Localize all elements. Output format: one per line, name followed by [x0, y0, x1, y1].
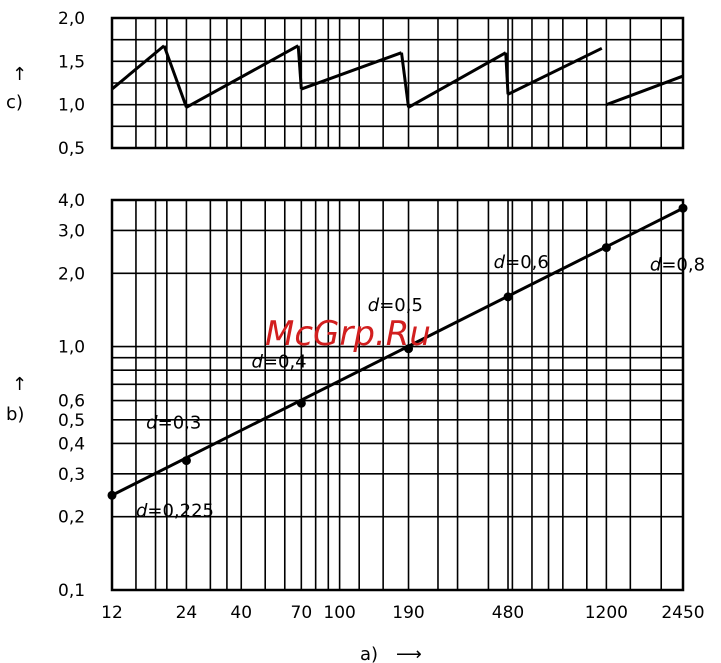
panel-b-data-point: [107, 490, 117, 500]
panel-c-series-segment: [111, 44, 166, 91]
panel-b-data-point: [601, 243, 611, 253]
panel-label-c: c): [6, 92, 23, 113]
panel-b-xtick-label: 12: [101, 603, 123, 623]
panel-b-annotation: d=0,8: [650, 255, 705, 276]
panel-arrow-c: ↑: [12, 64, 27, 85]
panel-b-annotation: d=0,225: [136, 501, 214, 522]
panel-b-data-point: [404, 344, 414, 354]
panel-b-ytick-label: 0,6: [58, 392, 85, 412]
panel-b-xtick-label: 480: [492, 603, 524, 623]
chart-panel-c: 2,0 1,5 1,0 0,5: [58, 9, 685, 159]
panel-b-xtick-label: 1200: [585, 603, 628, 623]
panel-b-data-point: [678, 203, 688, 213]
panel-c-ytick-label: 1,0: [58, 96, 85, 116]
panel-b-ytick-label: 2,0: [58, 264, 85, 284]
panel-c-series-jump: [504, 52, 510, 95]
panel-b-ytick-label: 0,5: [58, 411, 85, 431]
panel-b-data-point: [296, 398, 306, 408]
x-axis-arrow: ⟶: [396, 644, 422, 663]
panel-b-annotation: d=0,3: [146, 413, 201, 434]
panel-b-ytick-label: 3,0: [58, 221, 85, 241]
panel-c-ytick-label: 2,0: [58, 9, 85, 29]
panel-b-annotation: d=0,5: [368, 295, 423, 316]
panel-c-series-segment: [507, 46, 603, 96]
panel-c-ytick-label: 0,5: [58, 139, 85, 159]
panel-b-annotation: d=0,6: [494, 252, 549, 273]
panel-c-ytick-label: 1,5: [58, 52, 85, 72]
panel-c-series-jump: [296, 45, 303, 90]
chart-panel-b: 4,0 3,0 2,0 1,0 0,60,5 0,4 0,3 0,2 0,1 12 24 40 70 10…: [58, 191, 705, 623]
panel-c-series-segment: [185, 44, 299, 109]
panel-b-series-line: [111, 206, 684, 497]
panel-c-series-segment: [300, 51, 403, 91]
panel-b-ytick-label: 4,0: [58, 191, 85, 211]
panel-c-series-segment: [605, 74, 684, 107]
panel-arrow-b: ↑: [12, 374, 27, 395]
panel-b-xtick-label: 24: [176, 603, 198, 623]
panel-label-b: b): [6, 404, 24, 425]
panel-c-frame: [110, 16, 685, 150]
panel-c-series-jump: [162, 45, 188, 108]
panel-b-frame: [110, 198, 685, 592]
watermark-text: McGrp.Ru: [265, 314, 431, 354]
panel-b-xtick-label: 70: [291, 603, 313, 623]
panel-b-xtick-label: 40: [230, 603, 252, 623]
panel-c-series-segment: [407, 51, 507, 109]
panel-b-xtick-label: 100: [323, 603, 355, 623]
panel-b-xtick-label: 2450: [661, 603, 704, 623]
panel-b-data-point: [181, 456, 191, 466]
panel-b-ytick-label: 0,3: [58, 465, 85, 485]
panel-b-xtick-label: 190: [392, 603, 424, 623]
panel-b-ytick-label: 0,4: [58, 434, 85, 454]
panel-b-annotation: d=0,4: [251, 352, 306, 373]
panel-b-ytick-label: 0,1: [58, 581, 85, 601]
panel-b-data-point: [503, 292, 513, 302]
panel-c-series-jump: [400, 52, 411, 108]
panel-b-ytick-label: 1,0: [58, 338, 85, 358]
x-axis-label: a): [360, 644, 378, 663]
panel-b-ytick-label: 0,2: [58, 508, 85, 528]
